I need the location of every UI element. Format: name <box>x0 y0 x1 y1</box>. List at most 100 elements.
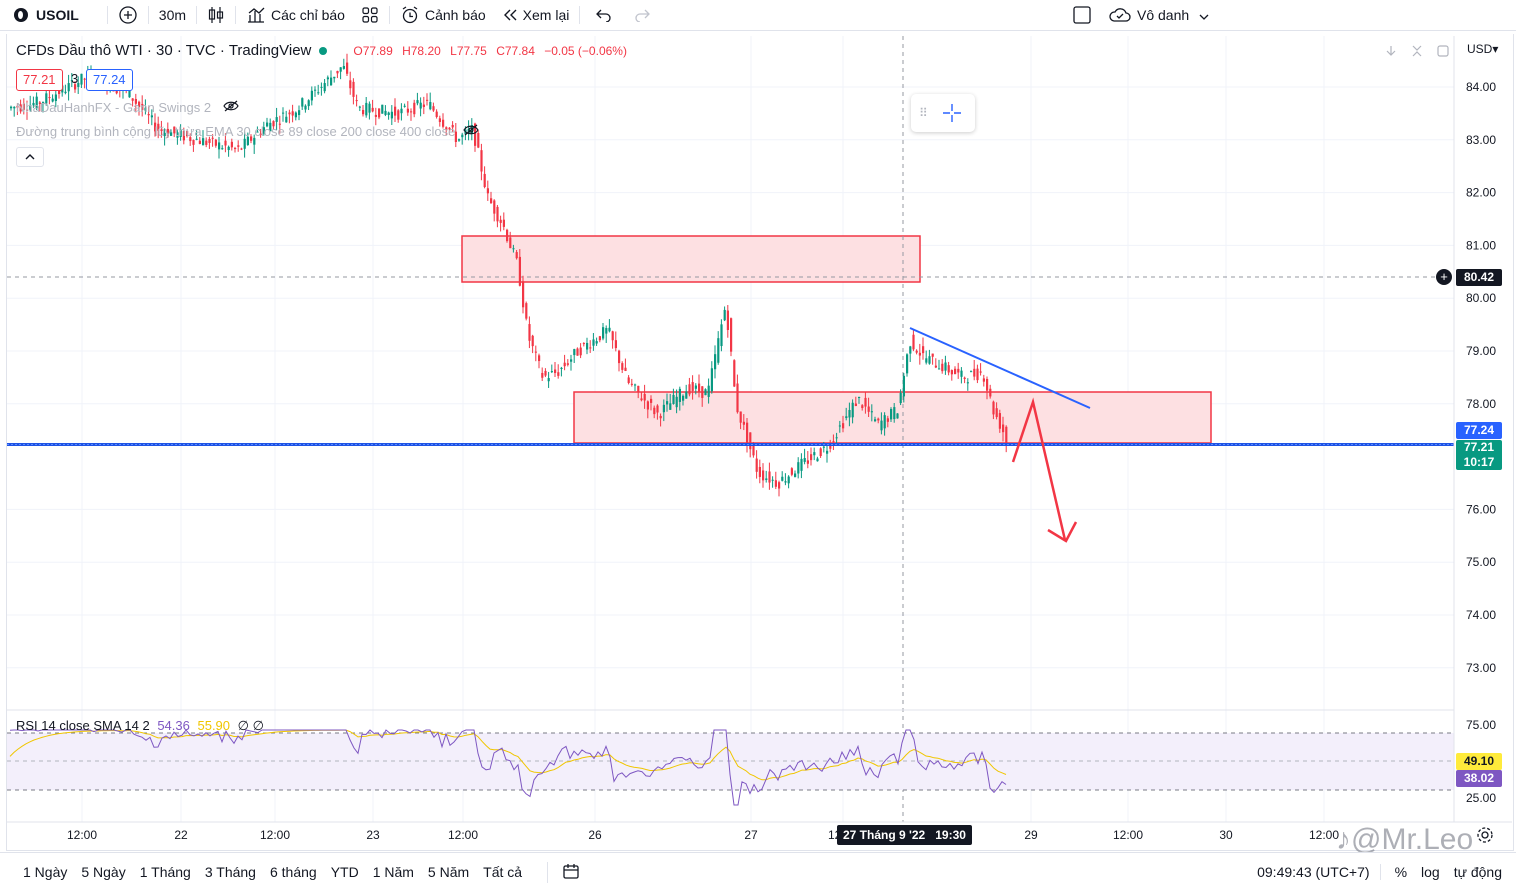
candle-body <box>790 468 793 475</box>
candle-body <box>883 415 886 429</box>
candle-body <box>986 378 989 391</box>
candle-body <box>173 126 176 134</box>
candle-body <box>1002 424 1005 433</box>
candle-body <box>976 368 979 381</box>
range-1y[interactable]: 1 Năm <box>372 864 414 880</box>
candle-body <box>458 139 461 141</box>
range-ytd[interactable]: YTD <box>330 864 359 880</box>
indicator-ema[interactable]: Đường trung bình cộng lũy thừa EMA 30 cl… <box>16 124 479 139</box>
collapse-legend-button[interactable] <box>16 147 44 167</box>
candle-body <box>656 405 659 413</box>
candle-body <box>819 448 822 457</box>
candle-body <box>586 342 589 350</box>
candle-body <box>150 115 153 118</box>
candle-body <box>477 133 480 148</box>
range-1d[interactable]: 1 Ngày <box>23 864 68 880</box>
collapse-icon[interactable] <box>1410 44 1424 58</box>
candle-body <box>880 420 883 431</box>
candle-body <box>826 450 829 454</box>
resistance-zone[interactable] <box>461 235 921 283</box>
candle-body <box>810 454 813 461</box>
chart-type-button[interactable] <box>199 0 233 30</box>
candle-body <box>611 331 614 341</box>
indicators-button[interactable]: Các chỉ báo <box>238 0 353 30</box>
candle-body <box>522 281 525 308</box>
move-down-icon[interactable] <box>1384 44 1398 58</box>
range-6m[interactable]: 6 tháng <box>269 864 317 880</box>
range-1m[interactable]: 1 Tháng <box>139 864 191 880</box>
log-toggle[interactable]: log <box>1421 864 1440 880</box>
candle-body <box>141 103 144 111</box>
floating-drawing-toolbar[interactable]: ⠿ <box>911 94 975 132</box>
undo-button[interactable] <box>582 0 626 30</box>
candle-body <box>941 363 944 372</box>
candle-body <box>829 444 832 449</box>
drag-handle-icon[interactable]: ⠿ <box>919 106 928 120</box>
templates-button[interactable] <box>353 0 387 30</box>
time-axis[interactable]: 12:002212:002312:00262712:002912:003012:… <box>67 828 1339 842</box>
range-3m[interactable]: 3 Tháng <box>204 864 256 880</box>
candle-body <box>253 137 256 145</box>
rsi-legend[interactable]: RSI 14 close SMA 14 2 54.36 55.90 ∅ ∅ <box>16 718 264 734</box>
replay-button[interactable]: Xem lại <box>494 0 578 30</box>
buy-price-box[interactable]: 77.24 <box>86 69 133 91</box>
candle-body <box>822 446 825 448</box>
candle-body <box>637 385 640 393</box>
candle-body <box>502 219 505 227</box>
candle-body <box>480 150 483 172</box>
redo-button[interactable] <box>626 0 658 30</box>
fullscreen-toggle[interactable] <box>1064 0 1100 30</box>
candle-body <box>928 356 931 364</box>
candle-body <box>765 478 768 480</box>
candle-body <box>698 383 701 392</box>
candle-body <box>147 113 150 116</box>
range-all[interactable]: Tất cả <box>483 864 523 880</box>
support-zone[interactable] <box>573 391 1212 444</box>
candle-body <box>525 303 528 319</box>
auto-toggle[interactable]: tự động <box>1453 864 1502 880</box>
candle-body <box>890 408 893 420</box>
candle-body <box>794 473 797 477</box>
candle-body <box>51 98 54 102</box>
percent-toggle[interactable]: % <box>1394 864 1408 880</box>
indicator-gann-swings[interactable]: NhaDauHanhFX - Gann Swings 2 <box>16 100 239 115</box>
candle-body <box>259 133 262 135</box>
candle-body <box>512 248 515 250</box>
candle-body <box>669 403 672 410</box>
currency-selector[interactable]: USD▾ <box>1467 42 1498 56</box>
layout-menu[interactable]: Vô danh <box>1100 0 1217 30</box>
watermark: ♪@Mr.Leo <box>1336 823 1473 857</box>
indicators-icon <box>246 6 266 24</box>
compare-button[interactable] <box>110 0 146 30</box>
crosshair-add-button[interactable]: + <box>1436 269 1452 285</box>
eye-off-icon[interactable] <box>223 100 239 115</box>
projection-arrow[interactable] <box>1011 397 1067 541</box>
candle-body <box>634 384 637 386</box>
candle-body <box>445 127 448 130</box>
alert-button[interactable]: Cảnh báo <box>392 0 494 30</box>
symbol-search[interactable]: USOIL <box>0 0 87 30</box>
sell-price-box[interactable]: 77.21 <box>16 69 63 91</box>
candle-body <box>861 405 864 409</box>
candle-body <box>499 219 502 223</box>
eye-off-icon[interactable] <box>463 124 479 139</box>
crosshair-icon[interactable] <box>940 101 964 125</box>
descending-trendline[interactable] <box>909 327 1091 409</box>
clock-timezone[interactable]: 09:49:43 (UTC+7) <box>1257 864 1381 880</box>
candle-body <box>550 371 553 373</box>
candle-body <box>170 132 173 136</box>
range-5y[interactable]: 5 Năm <box>427 864 470 880</box>
maximize-icon[interactable] <box>1436 44 1450 58</box>
range-5d[interactable]: 5 Ngày <box>81 864 126 880</box>
interval-button[interactable]: 30m <box>158 7 187 23</box>
settings-button[interactable] <box>1476 826 1494 849</box>
legend-title[interactable]: CFDs Dầu thô WTI · 30 · TVC · TradingVie… <box>16 42 312 59</box>
candle-body <box>330 77 333 86</box>
chart-pane[interactable] <box>6 34 1514 851</box>
go-to-date-button[interactable] <box>547 861 580 883</box>
candle-body <box>442 119 445 127</box>
price-axis[interactable]: 84.00 83.00 82.00 81.00 80.00 79.00 78.00 76.00… <box>1466 80 1496 805</box>
candle-body <box>307 100 310 107</box>
candle-body <box>10 106 13 109</box>
